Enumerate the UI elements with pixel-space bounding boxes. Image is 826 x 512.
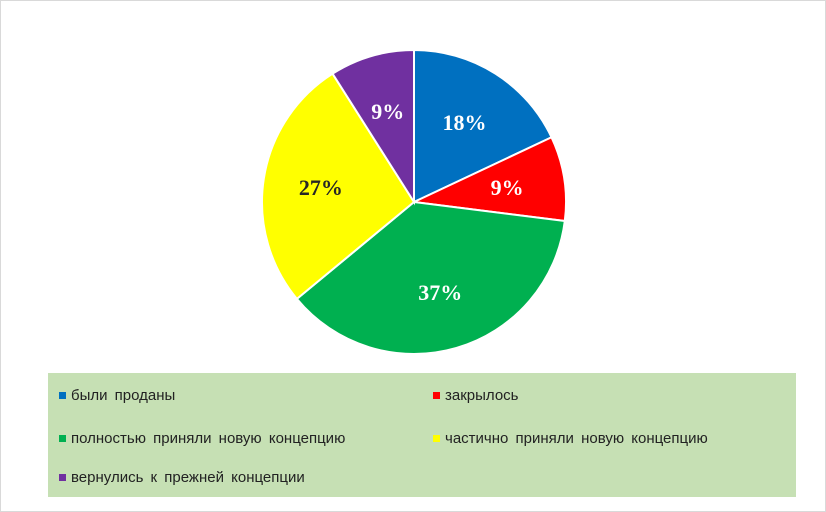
- pie-slice-closed: [410, 135, 567, 223]
- data-label-fully-adopted: 37%: [418, 280, 462, 305]
- pie-chart: 18% 9% 37% 27% 9%: [261, 48, 567, 355]
- legend: были проданы закрылось полностью приняли…: [48, 373, 796, 497]
- pie-slice-sold: [413, 48, 553, 204]
- legend-swatch-returned: [59, 473, 66, 481]
- legend-swatch-sold: [59, 391, 66, 399]
- legend-swatch-partially-adopted: [433, 434, 440, 442]
- data-label-closed: 9%: [491, 175, 524, 200]
- legend-label-partially-adopted: частично приняли новую концепцию: [445, 429, 708, 447]
- legend-label-returned: вернулись к прежней концепции: [71, 468, 305, 486]
- data-label-partially-adopted: 27%: [299, 175, 343, 200]
- data-label-sold: 18%: [442, 110, 486, 135]
- legend-item-closed: закрылось: [433, 385, 518, 405]
- legend-label-sold: были проданы: [71, 386, 176, 404]
- data-label-returned: 9%: [371, 99, 404, 124]
- pie-slice-returned: [331, 48, 415, 206]
- pie-slice-fully-adopted: [295, 200, 566, 355]
- legend-item-fully-adopted: полностью приняли новую концепцию: [59, 428, 345, 448]
- legend-label-fully-adopted: полностью приняли новую концепцию: [71, 429, 346, 447]
- legend-item-partially-adopted: частично приняли новую концепцию: [433, 428, 708, 448]
- pie-slice-partially-adopted: [261, 72, 416, 301]
- legend-swatch-fully-adopted: [59, 434, 66, 442]
- legend-item-sold: были проданы: [59, 385, 175, 405]
- legend-label-closed: закрылось: [445, 386, 519, 404]
- legend-swatch-closed: [433, 391, 440, 399]
- legend-item-returned: вернулись к прежней концепции: [59, 467, 305, 487]
